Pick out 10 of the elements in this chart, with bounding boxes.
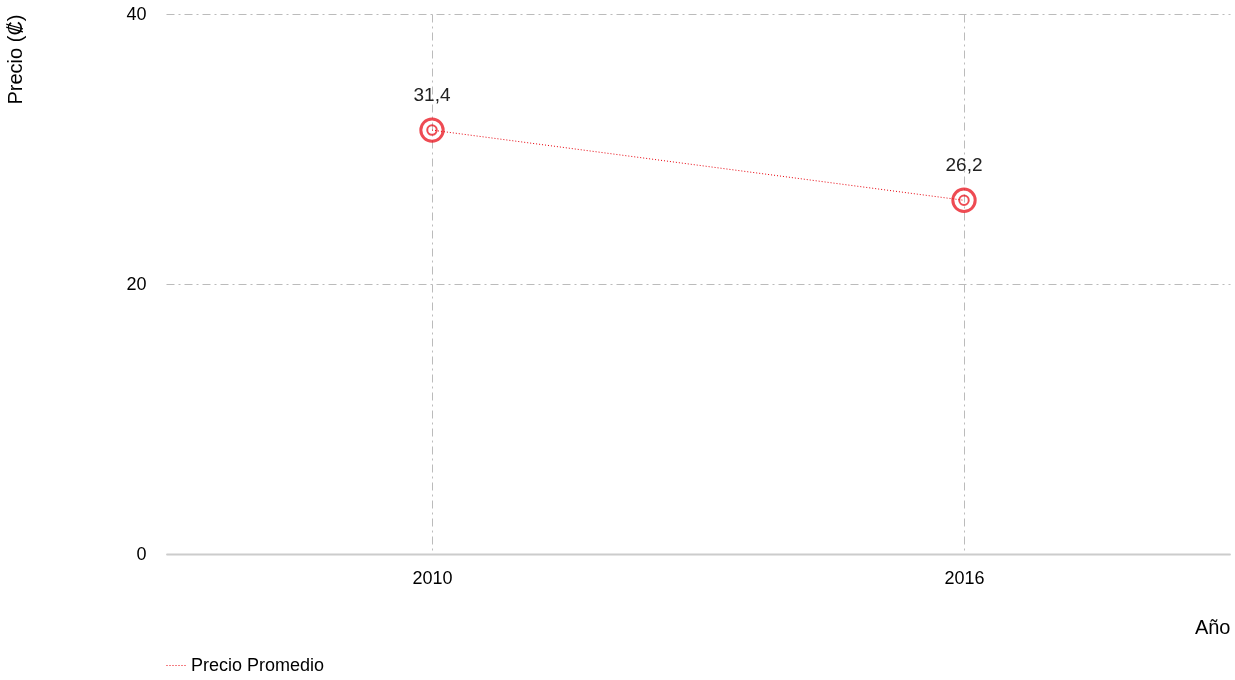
data-label: 26,2 bbox=[945, 154, 983, 176]
y-tick-label: 40 bbox=[126, 3, 147, 24]
x-tick-label: 2016 bbox=[944, 567, 985, 588]
legend-label: Precio Promedio bbox=[191, 654, 325, 675]
data-label: 31,4 bbox=[413, 84, 451, 106]
y-tick-label: 0 bbox=[136, 543, 147, 564]
y-axis-title: Precio (₡) bbox=[4, 14, 27, 105]
x-axis-title: Año bbox=[1194, 615, 1231, 638]
y-tick-label: 20 bbox=[126, 273, 147, 294]
x-tick-label: 2010 bbox=[412, 567, 453, 588]
